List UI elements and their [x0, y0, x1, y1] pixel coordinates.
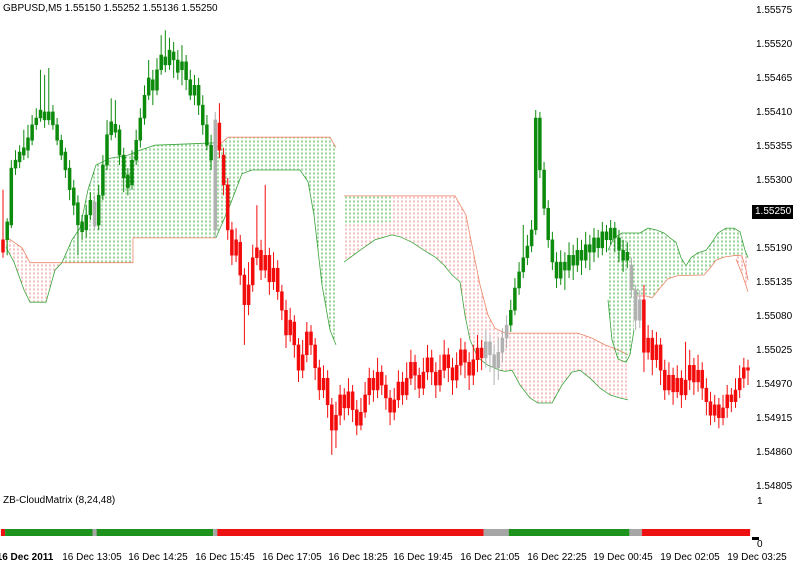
candle-layer — [1, 30, 750, 455]
time-axis-label: 19 Dec 00:45 — [593, 552, 653, 563]
time-axis-label: 19 Dec 02:05 — [660, 552, 720, 563]
time-axis-label: 16 Dec 13:05 — [62, 552, 122, 563]
time-axis-label: 16 Dec 22:25 — [527, 552, 587, 563]
price-axis-label: 1.54860 — [756, 447, 793, 458]
price-axis-label: 1.55410 — [756, 107, 793, 118]
price-axis-label: 1.55575 — [756, 5, 793, 16]
time-axis-label: 16 Dec 2011 — [0, 552, 54, 563]
price-axis-label: 1.54915 — [756, 413, 793, 424]
price-axis-label: 1.55520 — [756, 39, 793, 50]
time-axis-label: 16 Dec 21:05 — [460, 552, 520, 563]
price-axis-label: 1.55190 — [756, 243, 793, 254]
axis-tick-marks — [752, 537, 759, 540]
indicator-label: ZB-CloudMatrix (8,24,48) — [3, 495, 116, 506]
cloud-layer — [5, 136, 749, 404]
price-axis-label: 1.55135 — [756, 277, 793, 288]
price-axis-label: 1.55465 — [756, 73, 793, 84]
price-axis-label: 1.55025 — [756, 345, 793, 356]
current-price-tag: 1.55250 — [752, 205, 793, 219]
indicator-scale-max: 1 — [757, 496, 763, 507]
time-axis-label: 19 Dec 03:25 — [727, 552, 787, 563]
price-axis-label: 1.55300 — [756, 175, 793, 186]
price-axis-label: 1.54970 — [756, 379, 793, 390]
time-axis-label: 16 Dec 19:45 — [393, 552, 453, 563]
indicator-scale-min: 0 — [757, 539, 763, 550]
time-axis-label: 16 Dec 18:25 — [328, 552, 388, 563]
price-axis-label: 1.55355 — [756, 141, 793, 152]
price-axis-label: 1.54805 — [756, 481, 793, 492]
time-axis-label: 16 Dec 14:25 — [128, 552, 188, 563]
time-axis-label: 16 Dec 17:05 — [262, 552, 322, 563]
price-axis-label: 1.55080 — [756, 311, 793, 322]
indicator-trend-strip — [0, 529, 751, 536]
chart-title: GBPUSD,M5 1.55150 1.55252 1.55136 1.5525… — [3, 3, 218, 14]
time-axis-label: 16 Dec 15:45 — [195, 552, 255, 563]
